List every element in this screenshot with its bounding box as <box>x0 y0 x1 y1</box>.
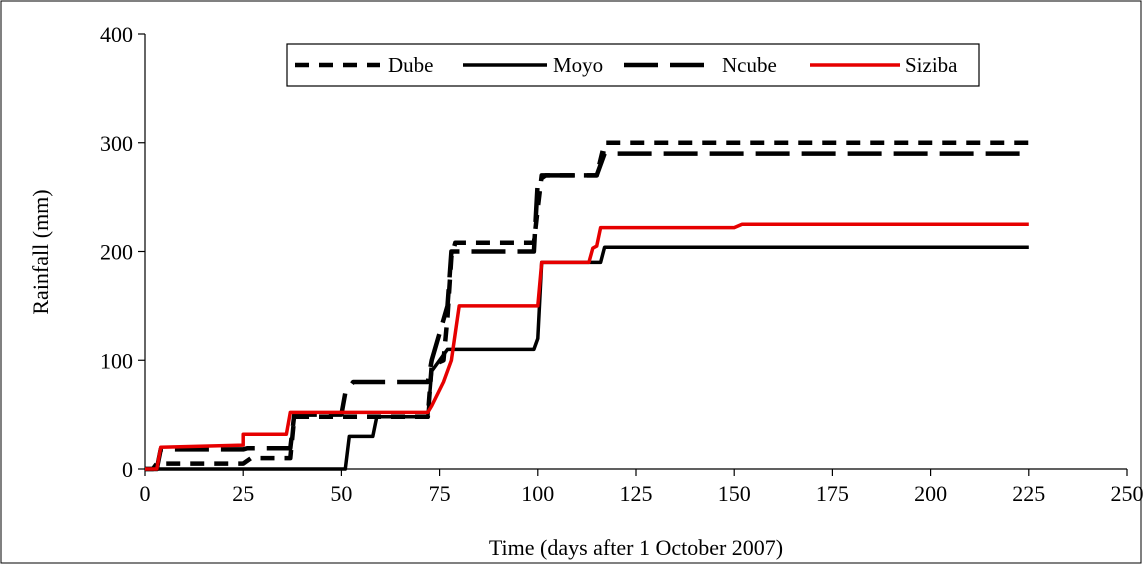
series-line-moyo <box>145 245 1029 471</box>
x-tick-label: 175 <box>816 481 849 506</box>
x-tick-label: 25 <box>232 481 254 506</box>
x-tick-label: 125 <box>620 481 653 506</box>
series-line-siziba <box>145 222 1029 471</box>
x-tick-label: 75 <box>429 481 451 506</box>
x-axis-title: Time (days after 1 October 2007) <box>489 535 783 560</box>
series-line-ncube <box>145 151 1029 472</box>
y-tick-label: 0 <box>122 457 133 482</box>
x-tick-label: 250 <box>1111 481 1143 506</box>
x-tick-label: 200 <box>914 481 947 506</box>
y-tick-label: 100 <box>100 348 133 373</box>
x-tick-label: 50 <box>330 481 352 506</box>
y-tick-label: 200 <box>100 240 133 265</box>
legend-label-dube: Dube <box>388 53 434 77</box>
legend: Dube Moyo Ncube Siziba <box>286 43 980 87</box>
x-tick-label: 150 <box>718 481 751 506</box>
series-line-dube <box>145 140 1029 472</box>
x-tick-label: 225 <box>1012 481 1045 506</box>
y-tick-label: 400 <box>100 22 133 47</box>
x-tick-label: 100 <box>521 481 554 506</box>
series-layer <box>145 140 1029 472</box>
y-tick-label: 300 <box>100 131 133 156</box>
y-axis-title: Rainfall (mm) <box>28 189 53 314</box>
legend-label-siziba: Siziba <box>905 53 958 77</box>
x-tick-label: 0 <box>140 481 151 506</box>
legend-label-ncube: Ncube <box>722 53 777 77</box>
legend-label-moyo: Moyo <box>553 53 603 77</box>
